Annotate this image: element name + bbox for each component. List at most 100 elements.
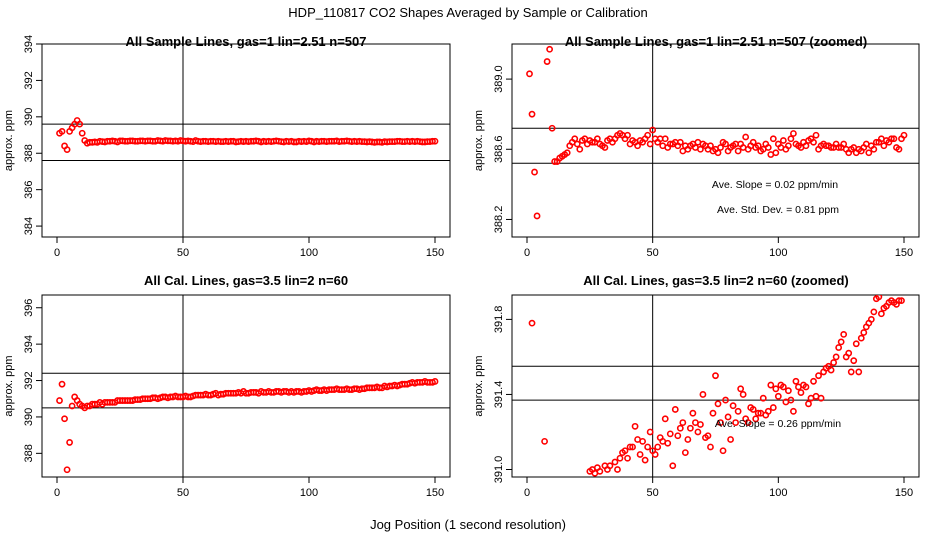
data-point xyxy=(707,142,714,150)
data-point xyxy=(636,451,644,458)
data-point xyxy=(835,344,843,351)
data-point xyxy=(588,138,596,146)
data-point xyxy=(860,329,868,336)
data-point xyxy=(646,428,654,436)
panel-p1: 0 50 100 150 384 386 388 390 392 394 approx. ppm xyxy=(3,35,451,259)
panel-title-sample-zoomed: All Sample Lines, gas=1 lin=2.51 n=507 (… xyxy=(564,34,868,49)
data-point xyxy=(429,137,436,145)
data-point xyxy=(626,443,634,451)
data-point xyxy=(646,140,654,148)
data-point xyxy=(830,359,838,366)
x-tick-label: 150 xyxy=(426,247,444,259)
data-point xyxy=(749,406,757,413)
data-point xyxy=(543,58,551,65)
data-point xyxy=(63,466,71,474)
data-point xyxy=(541,437,548,445)
y-axis-label: approx. ppm xyxy=(473,355,485,416)
data-point xyxy=(784,142,792,150)
data-point xyxy=(699,391,707,398)
data-point xyxy=(835,144,843,151)
y-axis-label: approx. ppm xyxy=(473,110,485,171)
data-point xyxy=(714,400,722,408)
data-point xyxy=(840,331,848,338)
data-point xyxy=(639,437,647,445)
series-points xyxy=(526,15,908,220)
x-tick-label: 50 xyxy=(647,487,659,499)
y-tick-label: 391.0 xyxy=(493,456,505,484)
data-point xyxy=(712,372,719,380)
data-point xyxy=(68,402,76,410)
data-point xyxy=(58,380,66,388)
data-point xyxy=(621,447,629,455)
data-point xyxy=(754,409,762,417)
data-point xyxy=(732,419,740,426)
data-point xyxy=(752,415,760,423)
data-point xyxy=(837,338,845,346)
data-point xyxy=(802,142,810,150)
data-point xyxy=(63,146,71,154)
data-point xyxy=(528,319,536,327)
data-point xyxy=(526,70,533,78)
data-point xyxy=(790,407,797,415)
y-axis-label: approx. ppm xyxy=(3,110,15,171)
data-point xyxy=(898,297,905,305)
data-point xyxy=(624,454,631,462)
data-point xyxy=(875,295,883,301)
data-point xyxy=(742,133,750,141)
data-point xyxy=(611,458,619,466)
data-point xyxy=(528,110,536,118)
x-tick-label: 150 xyxy=(895,247,913,259)
data-point xyxy=(787,396,795,404)
data-point xyxy=(852,340,860,348)
data-point xyxy=(872,138,880,146)
data-point xyxy=(676,138,684,146)
plot-frame xyxy=(41,43,451,238)
data-point xyxy=(817,394,825,402)
y-tick-label: 389.0 xyxy=(493,65,505,93)
data-point xyxy=(787,135,795,143)
data-point xyxy=(772,385,780,393)
x-tick-label: 150 xyxy=(895,487,913,499)
panel-title-cal-zoomed: All Cal. Lines, gas=3.5 lin=2 n=60 (zoom… xyxy=(583,273,849,288)
data-point xyxy=(895,145,903,153)
data-point xyxy=(744,419,752,426)
data-point xyxy=(845,349,853,357)
data-point xyxy=(890,135,898,143)
figure-title: HDP_110817 CO2 Shapes Averaged by Sample… xyxy=(288,5,648,20)
data-point xyxy=(784,387,792,395)
x-tick-label: 0 xyxy=(524,247,530,259)
data-point xyxy=(827,144,835,151)
data-point xyxy=(634,142,641,150)
data-point xyxy=(542,15,547,20)
data-point xyxy=(888,135,895,143)
x-tick-label: 150 xyxy=(426,487,444,499)
data-point xyxy=(704,432,712,440)
x-tick-label: 50 xyxy=(647,247,659,259)
data-point xyxy=(850,357,858,365)
x-tick-label: 100 xyxy=(300,487,318,499)
data-point xyxy=(802,383,810,391)
stats-annotation: Ave. Slope = 0.26 ppm/min xyxy=(715,418,841,430)
x-axis-label: Jog Position (1 second resolution) xyxy=(370,517,566,532)
data-point xyxy=(563,149,571,157)
data-point xyxy=(58,127,66,135)
data-point xyxy=(531,168,538,176)
data-point xyxy=(754,142,762,150)
data-point xyxy=(649,126,657,134)
data-point xyxy=(431,378,439,385)
data-point xyxy=(66,439,73,446)
data-point xyxy=(764,407,772,415)
y-tick-label: 388 xyxy=(23,444,35,462)
data-point xyxy=(697,421,704,428)
data-point xyxy=(870,308,878,316)
data-point xyxy=(722,140,729,148)
x-tick-label: 50 xyxy=(177,487,189,499)
x-tick-label: 50 xyxy=(177,247,189,259)
data-point xyxy=(631,422,639,430)
data-point xyxy=(832,353,840,361)
y-tick-label: 390 xyxy=(23,408,35,426)
x-tick-label: 0 xyxy=(54,487,60,499)
data-point xyxy=(661,135,669,143)
data-point xyxy=(769,404,777,411)
data-point xyxy=(641,456,649,464)
